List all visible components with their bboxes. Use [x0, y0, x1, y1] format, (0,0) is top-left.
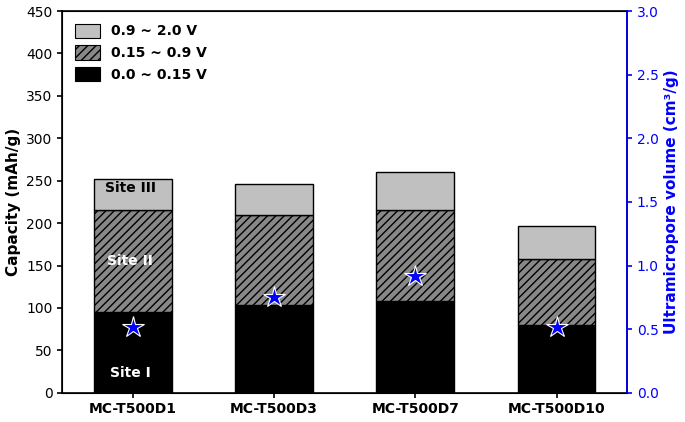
Text: Site I: Site I	[110, 365, 151, 379]
Bar	[94, 211, 172, 312]
Bar	[518, 325, 595, 393]
Bar	[94, 312, 172, 393]
Bar	[235, 184, 313, 216]
Bar	[377, 301, 454, 393]
Text: Site II: Site II	[107, 254, 153, 268]
Bar	[377, 209, 454, 301]
Bar	[235, 305, 313, 393]
Bar	[518, 259, 595, 325]
Y-axis label: Capacity (mAh/g): Capacity (mAh/g)	[5, 128, 21, 276]
Y-axis label: Ultramicropore volume (cm³/g): Ultramicropore volume (cm³/g)	[664, 70, 680, 334]
Text: Site III: Site III	[105, 181, 155, 195]
Bar	[94, 179, 172, 211]
Bar	[518, 226, 595, 259]
Legend: 0.9 ~ 2.0 V, 0.15 ~ 0.9 V, 0.0 ~ 0.15 V: 0.9 ~ 2.0 V, 0.15 ~ 0.9 V, 0.0 ~ 0.15 V	[69, 18, 212, 87]
Bar	[235, 216, 313, 305]
Bar	[377, 172, 454, 209]
